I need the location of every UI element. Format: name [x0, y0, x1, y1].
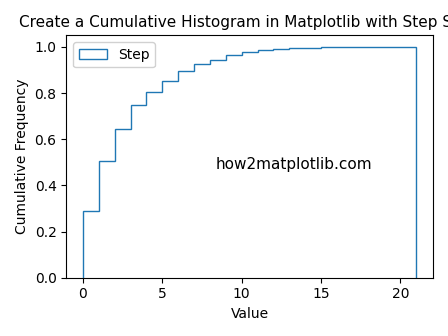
Legend: Step: Step — [73, 42, 155, 68]
Title: Create a Cumulative Histogram in Matplotlib with Step Style: Create a Cumulative Histogram in Matplot… — [19, 15, 448, 30]
X-axis label: Value: Value — [231, 307, 269, 321]
Text: how2matplotlib.com: how2matplotlib.com — [215, 157, 372, 172]
Y-axis label: Cumulative Frequency: Cumulative Frequency — [15, 79, 29, 234]
